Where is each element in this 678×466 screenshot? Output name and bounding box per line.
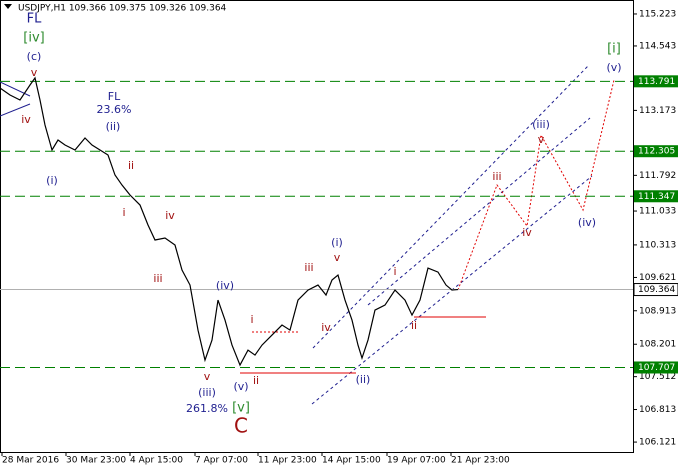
x-tick-label: 11 Apr 23:00 bbox=[258, 456, 317, 466]
level-label-box bbox=[634, 145, 678, 158]
wave-label: FL bbox=[108, 90, 121, 103]
x-tick-label: 4 Apr 15:00 bbox=[130, 456, 183, 466]
wave-label: (i) bbox=[46, 174, 58, 187]
wave-label: i bbox=[122, 206, 125, 219]
price-line bbox=[0, 76, 459, 367]
y-tick-label: 111.033 bbox=[639, 207, 676, 217]
channel-line bbox=[367, 117, 591, 306]
level-label: 112.305 bbox=[638, 147, 675, 157]
wave-label: ii bbox=[253, 374, 259, 387]
wave-label: (iv) bbox=[578, 216, 596, 229]
x-tick-label: 21 Apr 23:00 bbox=[451, 456, 510, 466]
last-price-box bbox=[633, 283, 678, 297]
x-tick-label: 7 Apr 07:00 bbox=[195, 456, 248, 466]
x-tick-label: 28 Mar 2016 bbox=[2, 456, 59, 466]
x-tick-label: 19 Apr 07:00 bbox=[387, 456, 446, 466]
y-tick-label: 111.792 bbox=[639, 171, 676, 181]
y-tick-label: 106.813 bbox=[639, 405, 676, 415]
wave-label: FL bbox=[27, 12, 42, 27]
plot-frame bbox=[0, 0, 634, 453]
wave-label: iv bbox=[21, 113, 31, 126]
wave-label: 23.6% bbox=[97, 103, 132, 116]
wave-label: iii bbox=[492, 170, 501, 183]
support-lines bbox=[240, 316, 486, 374]
trend-line bbox=[0, 103, 31, 117]
wave-label: i bbox=[393, 265, 396, 278]
wave-label: (ii) bbox=[356, 373, 371, 386]
last-price-label: 109.364 bbox=[638, 285, 675, 295]
wave-label: v bbox=[204, 370, 211, 383]
wave-label: ii bbox=[411, 319, 417, 332]
level-label-box bbox=[634, 75, 678, 88]
chart-title: USDJPY,H1 109.366 109.375 109.326 109.36… bbox=[18, 4, 227, 14]
y-tick-label: 108.201 bbox=[639, 340, 676, 350]
wave-label: iv bbox=[522, 226, 532, 239]
wave-label: (iii) bbox=[198, 386, 216, 399]
wave-label: (c) bbox=[27, 50, 42, 63]
y-tick-label: 109.621 bbox=[639, 273, 676, 283]
level-label-box bbox=[634, 190, 678, 203]
y-tick-label: 106.121 bbox=[639, 438, 676, 448]
level-label-box bbox=[634, 361, 678, 374]
wave-label: v bbox=[334, 251, 341, 264]
wave-label: iii bbox=[153, 272, 162, 285]
y-tick-label: 115.223 bbox=[639, 9, 676, 19]
wave-label: [iv] bbox=[23, 31, 44, 46]
level-label: 111.347 bbox=[638, 192, 675, 202]
x-tick-label: 30 Mar 23:00 bbox=[66, 456, 126, 466]
wave-label: i bbox=[250, 313, 253, 326]
wave-label: (ii) bbox=[106, 120, 121, 133]
y-tick-label: 113.173 bbox=[639, 106, 676, 116]
wave-label: (i) bbox=[331, 236, 343, 249]
wave-label: v bbox=[538, 133, 545, 146]
level-label: 107.707 bbox=[638, 363, 675, 373]
wave-label: 261.8% bbox=[186, 402, 228, 415]
wave-label: (iv) bbox=[216, 279, 234, 292]
wave-label: (v) bbox=[606, 61, 621, 74]
level-label: 113.791 bbox=[638, 77, 675, 87]
wave-label: [i] bbox=[607, 42, 621, 57]
trend-line bbox=[0, 81, 31, 97]
y-tick-label: 114.543 bbox=[639, 41, 676, 51]
wave-label: (v) bbox=[233, 380, 248, 393]
wave-label: ii bbox=[128, 159, 134, 172]
wave-label: v bbox=[31, 66, 38, 79]
wave-label: (iii) bbox=[532, 118, 550, 131]
wave-label: C bbox=[234, 414, 248, 438]
wave-label: iv bbox=[165, 209, 175, 222]
wave-label: [v] bbox=[232, 401, 250, 416]
title-icon bbox=[4, 4, 12, 9]
y-tick-label: 107.512 bbox=[639, 372, 676, 382]
wave-label: iii bbox=[304, 261, 313, 274]
x-tick-label: 14 Apr 15:00 bbox=[322, 456, 381, 466]
wave-label: iv bbox=[321, 321, 331, 334]
y-tick-label: 110.313 bbox=[639, 240, 676, 250]
forecast-path bbox=[457, 79, 615, 291]
y-tick-label: 108.913 bbox=[639, 306, 676, 316]
